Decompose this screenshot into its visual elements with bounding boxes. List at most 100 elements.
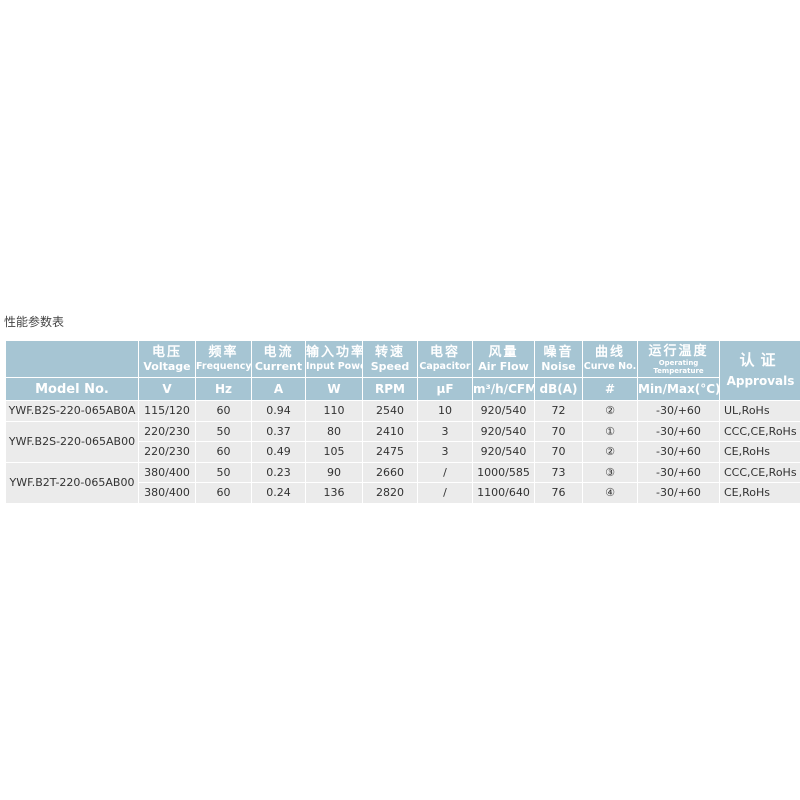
table-cell: / [417, 482, 473, 504]
table-cell: 0.49 [251, 441, 306, 463]
header-en: Voltage [143, 359, 191, 373]
table-row: YWF.B2S-220-065AB0A 115/120 60 0.94 110 2540 1… [5, 400, 800, 422]
table-cell: 1100/640 [472, 482, 535, 504]
table-cell: 90 [305, 461, 363, 483]
table-cell: 50 [195, 461, 252, 483]
table-cell: 50 [195, 420, 252, 442]
table-cell: 0.94 [251, 400, 306, 422]
table-cell: -30/+60 [637, 400, 720, 422]
unit-header: W [305, 377, 363, 401]
unit-header: # [582, 377, 638, 401]
header-en: Air Flow [478, 359, 529, 373]
header-cn: 运行温度 [648, 343, 709, 359]
unit-header: RPM [362, 377, 418, 401]
column-header: 噪音 Noise [534, 340, 583, 378]
header-blank [5, 340, 139, 378]
table-cell: ③ [582, 461, 638, 483]
table-cell: 920/540 [472, 400, 535, 422]
column-header: 风量 Air Flow [472, 340, 535, 378]
table-cell: 2660 [362, 461, 418, 483]
table-cell: 2820 [362, 482, 418, 504]
header-cn: 电流 [263, 344, 294, 360]
table-row: 220/230 60 0.49 105 2475 3 920/540 70 ② -30/+60 CE… [6, 441, 800, 463]
table-cell: 2540 [362, 400, 418, 422]
table-cell: CCC,CE,RoHs [719, 461, 800, 483]
table-cell: 0.37 [251, 420, 306, 442]
header-en: Current [254, 359, 303, 373]
table-cell: 3 [417, 420, 473, 442]
table-cell: 76 [534, 482, 583, 504]
table-row: 380/400 60 0.24 136 2820/1100/640 76 ④ -30/+60 C… [6, 482, 800, 504]
header-cn: 电容 [429, 344, 460, 360]
table-cell: 380/400 [138, 482, 196, 504]
table-title: 性能参数表 [4, 315, 65, 329]
table-cell: / [417, 461, 473, 483]
table-cell: 3 [417, 441, 473, 463]
header-cn: 转速 [374, 344, 405, 360]
table-cell: 115/120 [138, 400, 196, 422]
table-cell: -30/+60 [637, 420, 720, 442]
unit-header: A [251, 377, 306, 401]
table-cell: 0.24 [251, 482, 306, 504]
table-cell: 2475 [362, 441, 418, 463]
model-header: Model No. [5, 377, 139, 401]
table-cell: 110 [305, 400, 363, 422]
table-cell: 0.23 [251, 461, 306, 483]
header-cn: 噪音 [543, 344, 574, 360]
table-cell: ① [582, 420, 638, 442]
table-cell: 60 [195, 400, 252, 422]
header-en: Capacitor [419, 360, 471, 372]
table-cell: -30/+60 [637, 482, 720, 504]
table-cell: 1000/585 [472, 461, 535, 483]
header-en: Speed [370, 359, 410, 373]
column-header: 曲线 Curve No. [582, 340, 638, 378]
column-header: 频率 Frequency [195, 340, 252, 378]
table-cell: 60 [195, 482, 252, 504]
table-cell: 136 [305, 482, 363, 504]
table-cell: ② [582, 400, 638, 422]
header-en: Frequency [196, 360, 252, 372]
table-cell: 70 [534, 441, 583, 463]
table-cell: 920/540 [472, 420, 535, 442]
header-cn: 电压 [151, 344, 182, 360]
column-header: 电容 Capacitor [417, 340, 473, 378]
header-cn: 频率 [208, 344, 239, 360]
header-en: Input Power [306, 360, 362, 372]
unit-header: μF [417, 377, 473, 401]
header-cn: 输入功率 [306, 344, 363, 360]
header-cn: 风量 [488, 344, 519, 360]
header-en: Noise [541, 359, 576, 373]
table-cell: -30/+60 [637, 441, 720, 463]
table-cell: 60 [195, 441, 252, 463]
header-en: Approvals [726, 374, 795, 388]
performance-table: 电压 Voltage 频率 Frequency 电流 Current 输入功率 Input P… [5, 340, 800, 504]
header-cn: 认证 [739, 351, 782, 369]
column-header: 转速 Speed [362, 340, 418, 378]
table-cell: ④ [582, 482, 638, 504]
table-cell: 10 [417, 400, 473, 422]
column-header: 运行温度 Operating Temperature [637, 340, 720, 378]
column-header: 电压 Voltage [138, 340, 196, 378]
header-cn: 曲线 [594, 344, 625, 360]
header-en: Curve No. [583, 360, 637, 372]
table-cell: 2410 [362, 420, 418, 442]
column-header: 电流 Current [251, 340, 306, 378]
approvals-header: 认证 Approvals [719, 340, 800, 401]
table-cell: CE,RoHs [719, 441, 800, 463]
table-row: YWF.B2T-220-065AB00 380/400 50 0.23 90 2660/1… [5, 461, 800, 504]
model-cell: YWF.B2T-220-065AB00 [5, 461, 139, 504]
unit-header: Min/Max(°C) [637, 377, 720, 401]
table-cell: 920/540 [472, 441, 535, 463]
unit-header: V [138, 377, 196, 401]
table-cell: 73 [534, 461, 583, 483]
header-en: Temperature [653, 366, 704, 375]
unit-header: dB(A) [534, 377, 583, 401]
table-cell: 70 [534, 420, 583, 442]
table-cell: UL,RoHs [719, 400, 800, 422]
table-cell: CE,RoHs [719, 482, 800, 504]
table-cell: 80 [305, 420, 363, 442]
table-cell: 380/400 [138, 461, 196, 483]
model-cell: YWF.B2S-220-065AB0A [5, 400, 139, 422]
table-cell: CCC,CE,RoHs [719, 420, 800, 442]
